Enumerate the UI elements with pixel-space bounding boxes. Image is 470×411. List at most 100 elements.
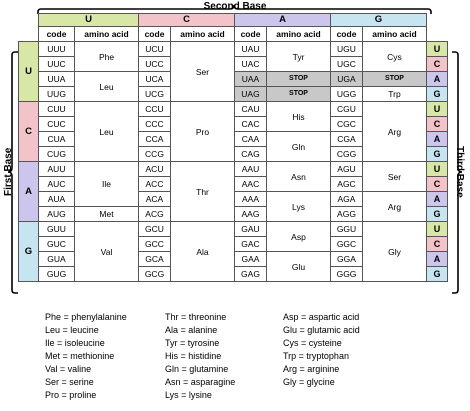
first-base-g: G [18, 221, 39, 282]
codon-cell: CUG [38, 146, 75, 162]
codon-cell: CAG [234, 146, 267, 162]
amino-acid-cell: Leu [74, 101, 139, 162]
codon-cell: CUU [38, 101, 75, 117]
amino-acid-header: amino acid [74, 26, 139, 42]
amino-acid-cell: Pro [170, 101, 235, 162]
codon-cell: AUA [38, 191, 75, 207]
code-header: code [234, 26, 267, 42]
codon-cell: UCU [138, 41, 171, 57]
codon-cell: GUC [38, 236, 75, 252]
legend-entry: Gly = glycine [283, 377, 335, 387]
amino-acid-header: amino acid [362, 26, 427, 42]
first-base-title: First Base [3, 147, 14, 196]
codon-cell: ACU [138, 161, 171, 177]
codon-cell: UGG [330, 86, 363, 102]
codon-cell: UGU [330, 41, 363, 57]
amino-acid-cell: His [266, 101, 331, 132]
third-base-c: C [426, 236, 448, 252]
legend-entry: Ser = serine [45, 377, 94, 387]
codon-cell: CGG [330, 146, 363, 162]
codon-cell: CUC [38, 116, 75, 132]
stop-cell: STOP [266, 71, 331, 87]
codon-cell: GCU [138, 221, 171, 237]
codon-cell: UUA [38, 71, 75, 87]
codon-cell: CAC [234, 116, 267, 132]
codon-cell: CCA [138, 131, 171, 147]
second-base-title: Second Base [203, 1, 267, 12]
third-base-g: G [426, 146, 448, 162]
codon-cell: GAU [234, 221, 267, 237]
stop-cell: STOP [362, 71, 427, 87]
legend-entry: Leu = leucine [45, 325, 99, 335]
legend-entry: Glu = glutamic acid [283, 325, 360, 335]
codon-cell: UUG [38, 86, 75, 102]
codon-cell: CCU [138, 101, 171, 117]
legend-entry: Thr = threonine [165, 312, 227, 322]
codon-row: CUG CCG CAG CGG G [19, 146, 448, 162]
codon-cell: ACA [138, 191, 171, 207]
amino-acid-legend: Phe = phenylalanine Leu = leucine Ile = is… [45, 311, 423, 402]
amino-acid-cell: Phe [74, 41, 139, 72]
first-base-brace [7, 51, 18, 294]
third-base-a: A [426, 191, 448, 207]
first-base-a: A [18, 161, 39, 222]
legend-entry: His = histidine [165, 351, 222, 361]
codon-row: GUC GCC GAC GGC C [19, 236, 448, 252]
amino-acid-cell: Lys [266, 191, 331, 222]
amino-acid-header: amino acid [170, 26, 235, 42]
codon-cell: GGC [330, 236, 363, 252]
third-base-c: C [426, 176, 448, 192]
legend-entry: Ala = alanine [165, 325, 218, 335]
codon-cell: GCG [138, 266, 171, 282]
legend-entry: Tyr = tyrosine [165, 338, 220, 348]
codon-cell: GAC [234, 236, 267, 252]
codon-cell: CGU [330, 101, 363, 117]
codon-cell: AUU [38, 161, 75, 177]
amino-acid-cell: Asn [266, 161, 331, 192]
codon-cell: AAU [234, 161, 267, 177]
amino-acid-cell: Arg [362, 101, 427, 162]
codon-cell: CGC [330, 116, 363, 132]
amino-acid-cell: Ile [74, 161, 139, 207]
amino-acid-cell: Met [74, 206, 139, 222]
second-base-a: A [234, 13, 331, 27]
amino-acid-header: amino acid [266, 26, 331, 42]
column-header-row: code amino acid code amino acid code amino ac… [19, 26, 448, 42]
codon-row: GUG GCG GAG GGG G [19, 266, 448, 282]
amino-acid-cell: Cys [362, 41, 427, 72]
codon-cell: GGA [330, 251, 363, 267]
code-header: code [330, 26, 363, 42]
code-header: code [138, 26, 171, 42]
legend-entry: Cys = cysteine [283, 338, 342, 348]
amino-acid-cell: Leu [74, 71, 139, 102]
first-base-u: U [18, 41, 39, 102]
codon-row: U UUU Phe UCU Ser UAU Tyr UGU Cys U [18, 41, 448, 102]
corner-cell [19, 14, 39, 27]
first-base-c: C [18, 101, 39, 162]
amino-acid-cell: Val [74, 221, 139, 282]
codon-cell: CUA [38, 131, 75, 147]
legend-entry: Ile = isoleucine [45, 338, 105, 348]
amino-acid-cell: Asp [266, 221, 331, 252]
third-base-u: U [426, 41, 448, 57]
codon-cell: AUG [38, 206, 75, 222]
codon-cell: CGA [330, 131, 363, 147]
amino-acid-cell: Ser [170, 41, 235, 102]
legend-entry: Asn = asparagine [165, 377, 236, 387]
codon-cell: UAG [234, 86, 267, 102]
codon-cell: CCG [138, 146, 171, 162]
codon-cell: UAC [234, 56, 267, 72]
codon-cell: UAA [234, 71, 267, 87]
amino-acid-cell: Gln [266, 131, 331, 162]
legend-entry: Pro = proline [45, 390, 97, 400]
codon-cell: GUU [38, 221, 75, 237]
amino-acid-cell: Trp [362, 86, 427, 102]
corner-cell [19, 27, 39, 42]
codon-cell: UGC [330, 56, 363, 72]
codon-cell: GGG [330, 266, 363, 282]
second-base-g: G [330, 13, 427, 27]
amino-acid-cell: Ser [362, 161, 427, 192]
amino-acid-cell: Glu [266, 251, 331, 282]
